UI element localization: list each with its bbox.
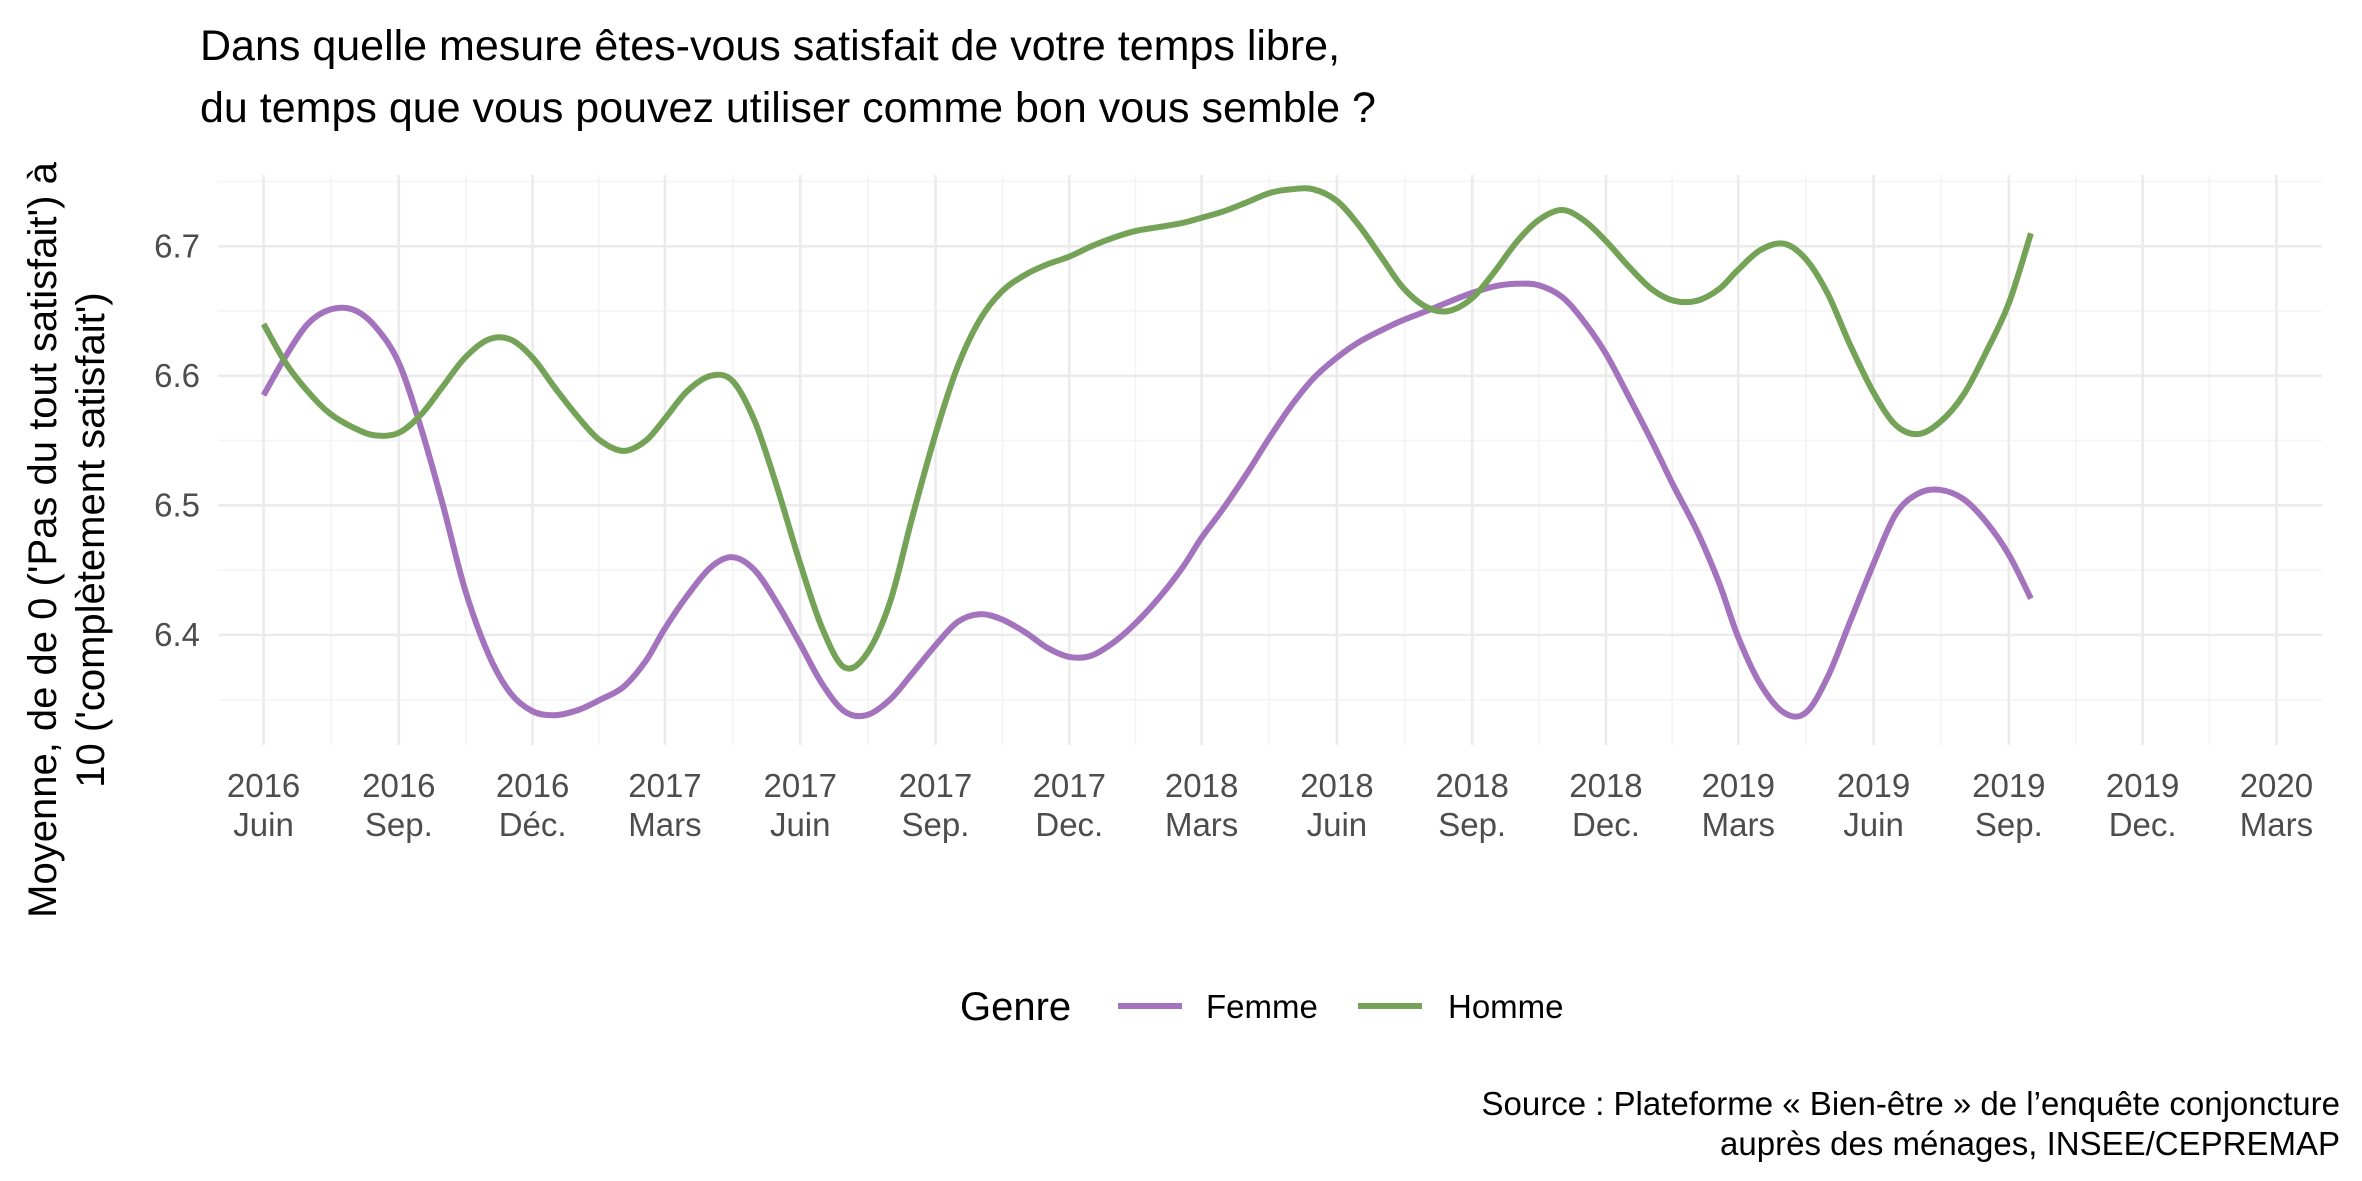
x-tick-label-month: Juin: [1843, 806, 1904, 843]
x-tick-label-year: 2019: [1837, 767, 1910, 804]
x-tick-label-year: 2017: [899, 767, 972, 804]
source-caption-line-1: Source : Plateforme « Bien-être » de l’e…: [1481, 1085, 2340, 1122]
x-tick-label-month: Sep.: [365, 806, 433, 843]
minor-gridlines-x: [330, 175, 2211, 745]
x-axis-tick-labels: 2016Juin2016Sep.2016Déc.2017Mars2017Juin…: [227, 767, 2313, 843]
source-caption: Source : Plateforme « Bien-être » de l’e…: [1481, 1085, 2340, 1162]
x-tick-label-month: Mars: [628, 806, 701, 843]
x-tick-label-month: Dec.: [1572, 806, 1640, 843]
x-tick-label-year: 2019: [1702, 767, 1775, 804]
x-tick-label-month: Sep.: [1975, 806, 2043, 843]
series-line-homme: [260, 185, 2034, 672]
x-tick-label-month: Mars: [1165, 806, 1238, 843]
x-tick-label-month: Dec.: [1035, 806, 1103, 843]
legend-items: Femme Homme: [1118, 988, 1564, 1025]
chart-title: Dans quelle mesure êtes-vous satisfait d…: [200, 22, 1376, 132]
x-tick-label-year: 2018: [1300, 767, 1373, 804]
x-tick-label-year: 2016: [227, 767, 300, 804]
chart-title-line-2: du temps que vous pouvez utiliser comme …: [200, 84, 1376, 132]
legend: Genre Femme Homme: [960, 985, 1564, 1029]
legend-label-femme: Femme: [1206, 988, 1318, 1025]
source-caption-line-2: auprès des ménages, INSEE/CEPREMAP: [1720, 1125, 2340, 1162]
x-tick-label-month: Sep.: [902, 806, 970, 843]
y-tick-label: 6.6: [154, 357, 200, 394]
y-axis-tick-labels: 6.4 6.5 6.6 6.7: [154, 227, 200, 653]
chart-title-line-1: Dans quelle mesure êtes-vous satisfait d…: [200, 22, 1340, 70]
y-tick-label: 6.4: [154, 616, 200, 653]
x-tick-label-month: Juin: [1307, 806, 1368, 843]
x-tick-label-year: 2017: [764, 767, 837, 804]
legend-label-homme: Homme: [1448, 988, 1564, 1025]
y-axis-title: Moyenne, de de 0 ('Pas du tout satisfait…: [21, 161, 113, 917]
x-tick-label-year: 2018: [1569, 767, 1642, 804]
x-tick-label-year: 2017: [628, 767, 701, 804]
plot-area: [218, 175, 2322, 745]
series-line-femme: [260, 280, 2034, 720]
x-tick-label-year: 2020: [2240, 767, 2313, 804]
x-tick-label-year: 2016: [362, 767, 435, 804]
y-axis-title-line-1: Moyenne, de de 0 ('Pas du tout satisfait…: [21, 161, 65, 917]
x-tick-label-year: 2018: [1165, 767, 1238, 804]
x-tick-label-year: 2019: [1972, 767, 2045, 804]
x-tick-label-month: Déc.: [499, 806, 567, 843]
series-lines: [260, 185, 2034, 720]
y-tick-label: 6.7: [154, 227, 200, 264]
x-tick-label-year: 2018: [1435, 767, 1508, 804]
x-tick-label-month: Juin: [233, 806, 294, 843]
legend-title: Genre: [960, 985, 1071, 1029]
x-tick-label-year: 2019: [2106, 767, 2179, 804]
x-tick-label-month: Mars: [1702, 806, 1775, 843]
x-tick-label-month: Dec.: [2109, 806, 2177, 843]
x-tick-label-month: Juin: [770, 806, 831, 843]
y-axis-title-line-2: 10 ('complètement satisfait'): [69, 292, 113, 787]
y-tick-label: 6.5: [154, 486, 200, 523]
x-tick-label-month: Sep.: [1438, 806, 1506, 843]
x-tick-label-year: 2016: [496, 767, 569, 804]
x-tick-label-month: Mars: [2240, 806, 2313, 843]
x-tick-label-year: 2017: [1033, 767, 1106, 804]
